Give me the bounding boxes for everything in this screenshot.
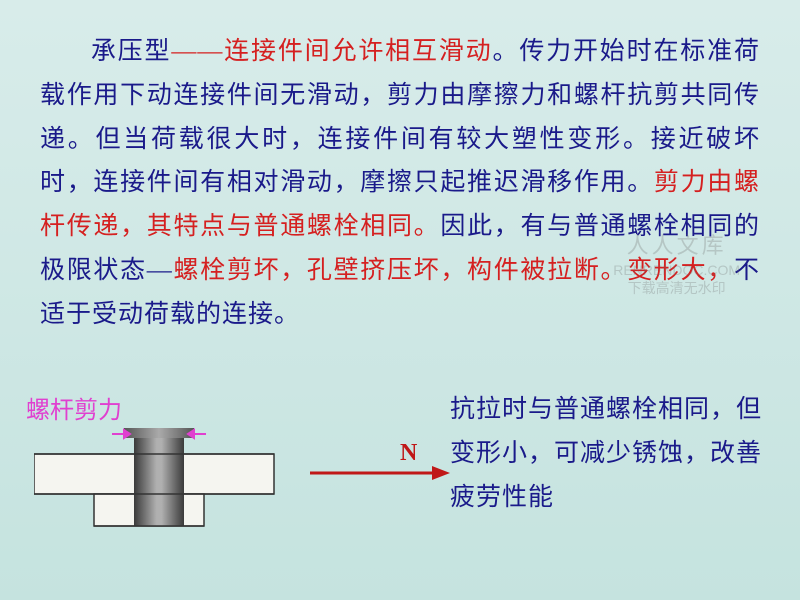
right-paragraph: 抗拉时与普通螺栓相同，但变形小，可减少锈蚀，改善疲劳性能: [450, 388, 780, 519]
text-seg-2-red: ——连接件间允许相互滑动: [171, 38, 492, 65]
main-paragraph: 承压型——连接件间允许相互滑动。传力开始时在标准荷载作用下动连接件间无滑动，剪力…: [0, 0, 800, 346]
text-seg-6-red: 螺栓剪坏，孔壁挤压坏，构件被拉断。变形大，: [173, 257, 734, 284]
shear-label: 螺杆剪力: [26, 390, 122, 425]
bolt-shaft: [134, 436, 184, 526]
bottom-area: 螺杆剪力: [0, 390, 800, 600]
bolt-diagram: [34, 428, 294, 558]
bolt-head: [124, 428, 194, 438]
text-seg-1: 承压型: [90, 38, 171, 65]
force-arrow-n: [310, 458, 450, 488]
n-label: N: [400, 440, 417, 467]
